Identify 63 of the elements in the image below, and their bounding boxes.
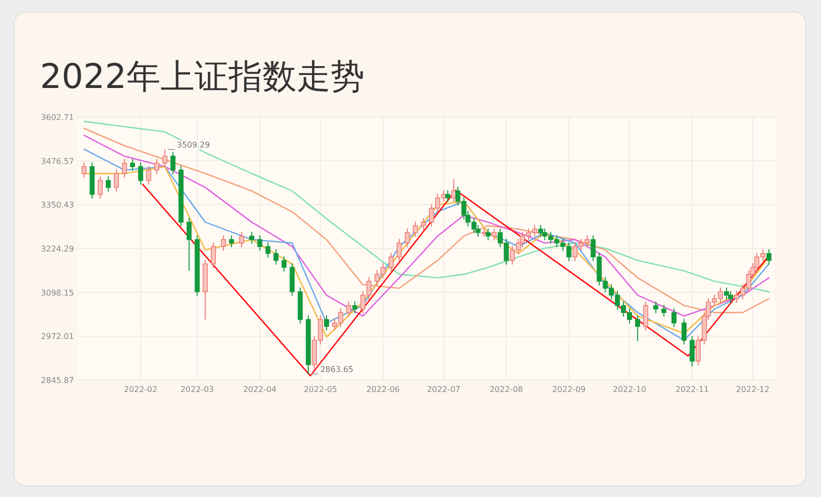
candlestick <box>396 238 402 262</box>
candlestick <box>682 318 687 346</box>
candlestick <box>346 300 352 318</box>
x-tick-label: 2022-04 <box>243 385 277 394</box>
candlestick <box>412 220 418 238</box>
y-tick-label: 3476.57 <box>40 156 74 166</box>
y-tick-label: 3224.29 <box>40 244 74 254</box>
candlestick <box>122 158 127 178</box>
candlestick <box>653 300 658 314</box>
candlestick <box>106 176 111 192</box>
candlestick <box>420 218 426 230</box>
candlestick <box>257 234 262 252</box>
candlestick <box>239 231 244 248</box>
candlestick <box>273 248 278 266</box>
x-tick-label: 2022-07 <box>426 385 460 394</box>
candlestick <box>671 308 676 328</box>
candlestick <box>538 224 544 238</box>
candlestick <box>492 228 497 241</box>
candlestick <box>229 234 234 248</box>
candlestick <box>138 162 144 186</box>
annotation: 3509.29 <box>176 140 210 150</box>
candlestick <box>352 300 358 314</box>
candlestick <box>282 256 287 272</box>
candlestick <box>643 300 648 332</box>
candlestick <box>766 248 772 266</box>
x-tick-label: 2022-05 <box>304 385 338 394</box>
candlestick <box>82 162 87 178</box>
candlestick <box>210 242 216 269</box>
x-tick-label: 2022-08 <box>490 385 524 394</box>
candlestick <box>728 290 734 304</box>
y-tick-label: 3098.15 <box>40 288 74 298</box>
candlestick <box>249 231 254 244</box>
y-tick-label: 2972.01 <box>40 332 74 342</box>
candlestick <box>724 287 730 300</box>
candlestick <box>486 228 491 241</box>
candlestick <box>635 314 640 342</box>
candlestick <box>186 218 192 272</box>
x-tick-label: 2022-09 <box>552 385 586 394</box>
x-tick-label: 2022-12 <box>736 385 770 394</box>
candlestick <box>690 336 695 367</box>
x-tick-label: 2022-10 <box>612 385 646 394</box>
y-tick-label: 3350.43 <box>40 200 74 210</box>
x-tick-label: 2022-06 <box>366 385 400 394</box>
x-tick-label: 2022-02 <box>124 385 158 394</box>
candlestick <box>445 190 450 203</box>
y-tick-label: 3602.71 <box>40 113 74 122</box>
candlestick <box>388 252 394 272</box>
candlestick <box>661 304 666 318</box>
candlestick <box>162 148 168 168</box>
chart-title: 2022年上证指数走势 <box>40 57 365 97</box>
x-tick-label: 2022-11 <box>675 385 709 394</box>
candlestick <box>98 176 103 200</box>
y-tick-label: 2845.87 <box>40 376 74 385</box>
candlestick <box>220 234 226 252</box>
candlestick <box>146 165 152 186</box>
candlestick <box>114 168 119 192</box>
x-tick-label: 2022-03 <box>180 385 214 394</box>
annotation: 2863.65 <box>320 364 354 374</box>
candlestick <box>265 242 270 258</box>
candlestick <box>324 314 329 332</box>
candlestick <box>130 158 136 172</box>
candlestick <box>404 228 410 248</box>
candlestick <box>154 158 160 175</box>
